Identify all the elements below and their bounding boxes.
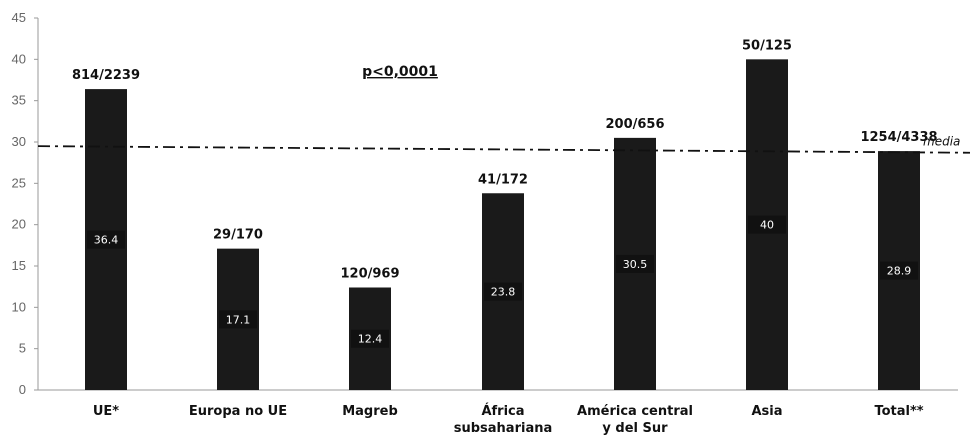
data-label: 12.4 xyxy=(358,333,383,346)
data-label-box xyxy=(87,230,125,249)
y-tick-label: 15 xyxy=(12,258,26,273)
data-label: 17.1 xyxy=(226,313,251,326)
p-value-annotation: p<0,0001 xyxy=(362,64,438,80)
data-label: 30.5 xyxy=(623,258,648,271)
data-label: 28.9 xyxy=(887,265,912,278)
bar-top-label: 120/969 xyxy=(340,266,399,281)
y-tick-label: 35 xyxy=(12,93,26,108)
bar-top-label: 814/2239 xyxy=(72,68,140,83)
x-category-label: Magreb xyxy=(342,404,398,419)
x-category-label: UE* xyxy=(93,404,119,419)
x-category-label: América central xyxy=(577,404,693,419)
x-category-label: subsahariana xyxy=(454,421,553,436)
bar-top-label: 50/125 xyxy=(742,38,792,53)
data-label-box xyxy=(748,215,786,234)
data-label-box xyxy=(616,254,654,273)
y-tick-label: 20 xyxy=(12,217,26,232)
x-category-label: África xyxy=(481,403,524,419)
bar-top-label: 29/170 xyxy=(213,228,263,243)
y-tick-label: 25 xyxy=(12,175,26,190)
y-tick-label: 5 xyxy=(19,341,26,356)
y-tick-label: 10 xyxy=(12,299,26,314)
y-tick-label: 45 xyxy=(12,10,26,25)
x-category-label: y del Sur xyxy=(602,421,668,436)
data-label-box xyxy=(880,261,918,280)
bar-top-label: 1254/4338 xyxy=(860,130,937,145)
y-tick-label: 40 xyxy=(12,51,26,66)
data-label-box xyxy=(351,329,389,348)
data-label-box xyxy=(219,310,257,329)
data-label: 40 xyxy=(760,219,774,232)
x-category-label: Europa no UE xyxy=(189,404,287,419)
y-tick-label: 30 xyxy=(12,134,26,149)
mean-reference-line xyxy=(37,145,971,154)
bar-top-label: 200/656 xyxy=(605,117,664,132)
data-label-box xyxy=(484,282,522,301)
data-label: 36.4 xyxy=(94,234,119,247)
y-tick-label: 0 xyxy=(19,382,26,397)
bar-top-label: 41/172 xyxy=(478,172,528,187)
data-label: 23.8 xyxy=(491,286,516,299)
mean-reference-label: media xyxy=(923,135,960,149)
x-category-label: Total** xyxy=(874,404,923,419)
x-category-label: Asia xyxy=(751,404,782,419)
